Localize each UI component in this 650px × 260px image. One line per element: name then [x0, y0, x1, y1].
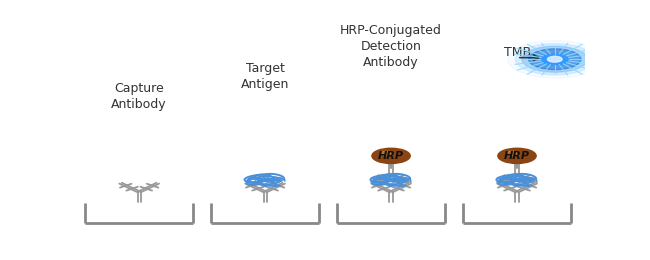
Text: Antibody: Antibody [111, 98, 167, 111]
Text: Capture: Capture [114, 82, 164, 95]
Circle shape [508, 41, 602, 78]
Text: Antibody: Antibody [363, 56, 419, 69]
Text: TMB: TMB [504, 46, 532, 59]
Circle shape [528, 49, 581, 70]
Text: Detection: Detection [361, 40, 421, 53]
Text: HRP-Conjugated: HRP-Conjugated [340, 24, 442, 37]
Text: Antigen: Antigen [241, 78, 289, 91]
Text: HRP: HRP [378, 151, 404, 161]
Circle shape [522, 46, 588, 72]
Circle shape [380, 151, 391, 155]
Circle shape [540, 54, 569, 65]
Circle shape [372, 148, 410, 164]
Circle shape [506, 151, 517, 155]
Text: HRP: HRP [504, 151, 530, 161]
Circle shape [515, 44, 594, 75]
Circle shape [498, 148, 536, 164]
Text: Target: Target [246, 62, 285, 75]
Circle shape [547, 56, 562, 62]
